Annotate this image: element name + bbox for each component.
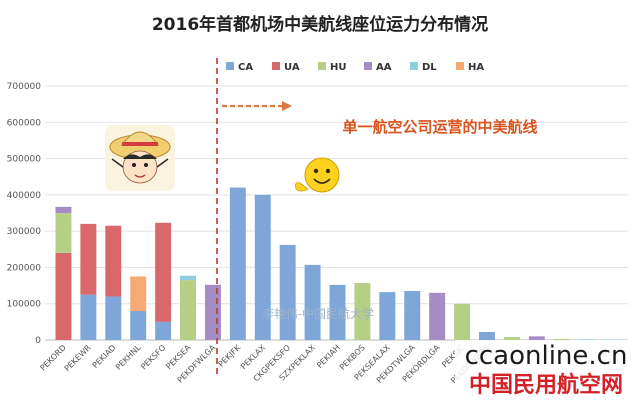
legend-label: DL	[422, 62, 437, 73]
legend-swatch	[410, 62, 418, 70]
bar-HU	[503, 337, 520, 340]
bar-CA	[229, 187, 246, 340]
cartoon-character-icon	[105, 125, 175, 191]
bar-HA	[130, 276, 147, 311]
y-tick-label: 200000	[7, 263, 42, 273]
bar-UA	[80, 223, 97, 295]
bar-DL	[603, 339, 620, 340]
x-tick-label: PEKHNL	[114, 343, 143, 372]
bar-CA	[379, 292, 396, 340]
bar-UA	[105, 225, 122, 297]
bar-CA	[279, 244, 296, 340]
bar-DL	[578, 339, 595, 340]
chart-title: 2016年首都机场中美航线座位运力分布情况	[152, 14, 488, 35]
bar-CA	[80, 294, 97, 340]
bar-CA	[304, 264, 321, 340]
legend-label: CA	[238, 62, 253, 73]
bar-CA	[479, 332, 495, 340]
site-logo: ccaonline.cn 中国民用航空网	[455, 340, 637, 402]
bar-DL	[180, 275, 196, 281]
x-tick-label: PEKEWR	[63, 343, 93, 373]
y-tick-label: 600000	[7, 118, 42, 128]
bar-CA	[130, 310, 147, 340]
y-tick-label: 500000	[7, 155, 42, 165]
bar-AA	[528, 336, 545, 340]
bar-CA	[155, 321, 172, 340]
y-tick-label: 0	[35, 336, 41, 346]
smiley-icon	[295, 157, 340, 193]
logo-name: 中国民用航空网	[469, 372, 623, 398]
bar-HU	[354, 283, 371, 340]
logo-domain: ccaonline.cn	[465, 341, 628, 371]
y-tick-label: 300000	[7, 227, 42, 237]
y-tick-label: 100000	[7, 300, 42, 310]
watermark-author: 李艳伟-中国民航大学	[262, 306, 374, 321]
y-tick-label: 400000	[7, 191, 42, 201]
bar-HU	[553, 338, 570, 340]
legend-swatch	[364, 62, 372, 70]
bar-HU	[454, 303, 471, 340]
legend-swatch	[272, 62, 280, 70]
legend-label: UA	[284, 62, 300, 73]
x-tick-label: PEKSFO	[139, 343, 167, 371]
bar-CA	[329, 284, 346, 340]
arrow-icon	[222, 101, 292, 111]
bar-UA	[155, 222, 172, 322]
bar-UA	[55, 252, 72, 340]
bar-HU	[180, 280, 196, 340]
bar-AA	[429, 292, 446, 340]
legend-swatch	[318, 62, 326, 70]
legend-swatch	[456, 62, 464, 70]
bars	[55, 187, 620, 340]
legend-label: HA	[468, 62, 484, 73]
bar-CA	[254, 194, 271, 340]
bar-AA	[55, 206, 72, 213]
bar-AA	[204, 284, 221, 340]
bar-CA	[105, 296, 122, 340]
legend: CA UA HU AA DL HA	[226, 62, 484, 73]
annotation-single-airline: 单一航空公司运营的中美航线	[342, 118, 537, 136]
y-tick-label: 700000	[7, 82, 42, 92]
legend-label: AA	[376, 62, 392, 73]
bar-HU	[55, 213, 72, 253]
legend-swatch	[226, 62, 234, 70]
bar-CA	[404, 291, 421, 340]
legend-label: HU	[330, 62, 347, 73]
